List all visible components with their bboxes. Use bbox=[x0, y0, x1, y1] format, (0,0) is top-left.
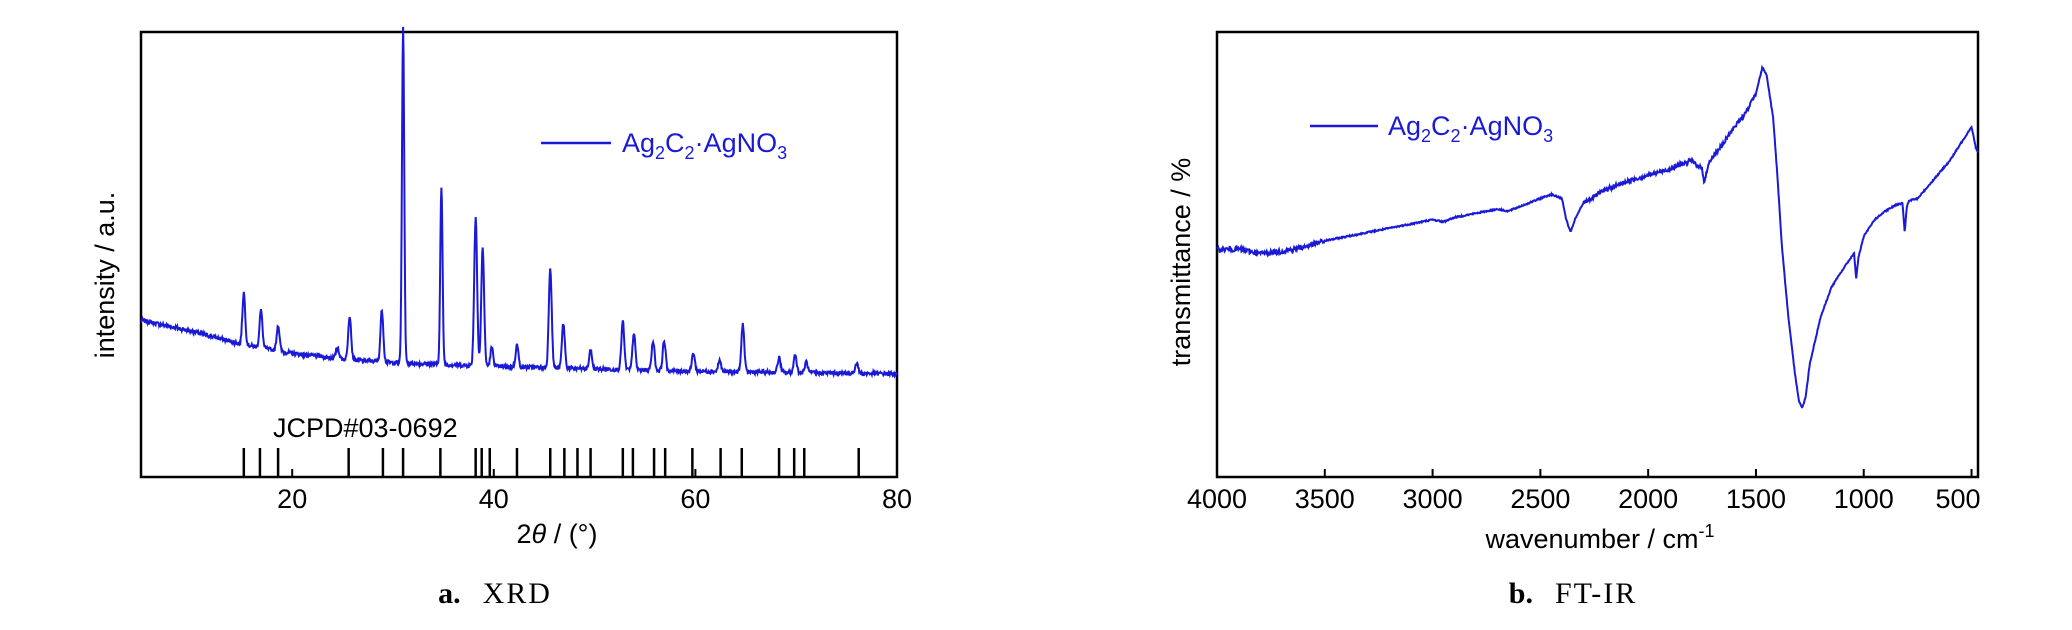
xrd-panel-caption: a. XRD bbox=[438, 577, 552, 610]
ftir-x-ticks: 4000 3500 3000 2500 2000 1500 1000 500 bbox=[1187, 469, 1981, 514]
ftir-x-axis-title: wavenumber / cm-1 bbox=[1484, 521, 1714, 554]
xrd-x-tick-label: 40 bbox=[479, 484, 509, 514]
ftir-x-tick-label: 1000 bbox=[1834, 484, 1894, 514]
ftir-panel-caption: b. FT-IR bbox=[1509, 577, 1637, 610]
xrd-x-ticks: 20 40 60 80 bbox=[277, 469, 912, 514]
ftir-x-tick-label: 500 bbox=[1935, 484, 1980, 514]
xrd-reference-label: JCPD#03-0692 bbox=[273, 413, 458, 443]
ftir-legend-label: Ag2C2·AgNO3 bbox=[1388, 111, 1553, 146]
ftir-x-tick-label: 3000 bbox=[1403, 484, 1463, 514]
ftir-x-tick-label: 2500 bbox=[1510, 484, 1570, 514]
panel-xrd: JCPD#03-0692 20 40 60 80 Ag2C2·AgNO3 intens… bbox=[90, 26, 912, 610]
xrd-series-line bbox=[140, 26, 898, 379]
xrd-y-axis-title: intensity / a.u. bbox=[90, 192, 120, 359]
panel-ftir: 4000 3500 3000 2500 2000 1500 1000 500 Ag2C2·Ag… bbox=[1166, 30, 1981, 610]
ftir-x-tick-label: 1500 bbox=[1726, 484, 1786, 514]
ftir-x-tick-label: 3500 bbox=[1295, 484, 1355, 514]
xrd-reference-lines bbox=[242, 448, 860, 477]
ftir-series-line bbox=[1216, 64, 1979, 409]
ftir-x-tick-label: 2000 bbox=[1618, 484, 1678, 514]
ftir-plot-frame bbox=[1215, 30, 1980, 479]
xrd-x-tick-label: 60 bbox=[680, 484, 710, 514]
xrd-x-tick-label: 80 bbox=[882, 484, 912, 514]
xrd-x-tick-label: 20 bbox=[277, 484, 307, 514]
xrd-legend-label: Ag2C2·AgNO3 bbox=[622, 128, 787, 163]
xrd-legend: Ag2C2·AgNO3 bbox=[541, 128, 787, 163]
ftir-x-tick-label: 4000 bbox=[1187, 484, 1247, 514]
xrd-plot-frame bbox=[139, 30, 899, 479]
ftir-y-axis-title: transmittance / % bbox=[1166, 158, 1196, 367]
xrd-x-axis-title: 2θ / (°) bbox=[517, 519, 598, 549]
ftir-legend: Ag2C2·AgNO3 bbox=[1310, 111, 1553, 146]
